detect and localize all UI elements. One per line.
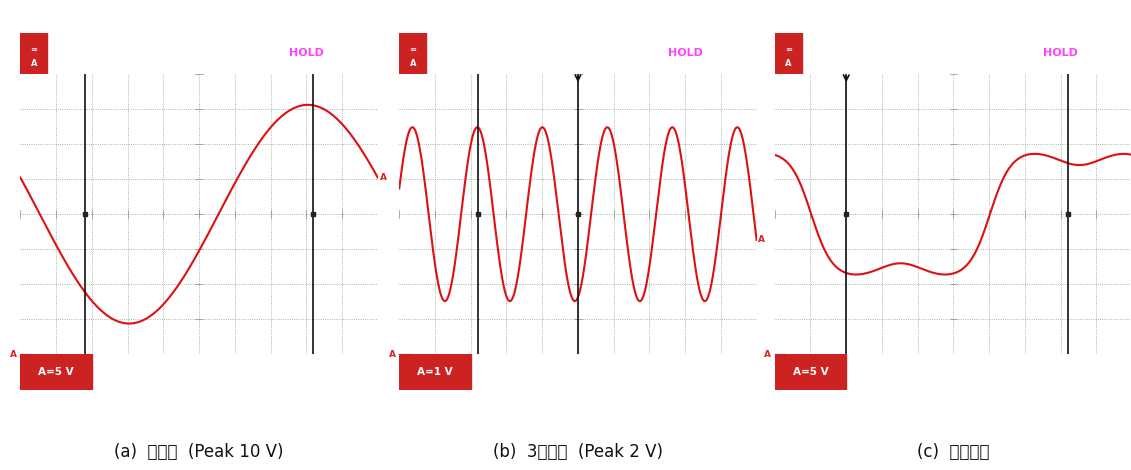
Bar [399,354,470,390]
Text: T: T [175,59,180,65]
Text: (a)  기본파  (Peak 10 V): (a) 기본파 (Peak 10 V) [114,443,284,461]
Text: ⊤: ⊤ [929,42,935,48]
Text: A: A [765,350,771,359]
Text: 2ns Trig: AJ: 2ns Trig: AJ [964,367,1029,377]
Text: -0.1 V: -0.1 V [78,48,118,58]
Text: 1664ms: 1664ms [972,48,1012,58]
Text: ⊤: ⊤ [174,42,181,48]
Text: HOLD: HOLD [667,48,702,58]
Text: A: A [409,59,416,68]
Text: A=5 V: A=5 V [793,367,828,377]
Text: HOLD: HOLD [1043,48,1078,58]
Bar [20,33,48,74]
Text: 2ns Trig: AJ: 2ns Trig: AJ [588,367,654,377]
Text: ◄►: ◄► [735,50,746,56]
Text: ≡: ≡ [785,45,792,54]
Text: A: A [785,59,792,68]
Bar [399,33,426,74]
Text: 0.02 V: 0.02 V [457,48,497,58]
Text: T: T [554,59,559,65]
Text: ⊤: ⊤ [553,42,560,48]
Text: A: A [10,350,17,359]
Text: 5.520ms: 5.520ms [596,48,644,58]
Text: A=1 V: A=1 V [417,367,452,377]
Text: ≡: ≡ [409,45,416,54]
Text: (c)  이상상태: (c) 이상상태 [917,443,990,461]
Text: A: A [759,235,766,244]
Text: A=5 V: A=5 V [38,367,74,377]
Text: 2ms Trig: AJ: 2ms Trig: AJ [207,367,277,377]
Text: ◄►: ◄► [1111,50,1122,56]
Text: T: T [930,59,934,65]
Text: A: A [31,59,37,68]
Text: ◄►: ◄► [356,50,368,56]
Text: HOLD: HOLD [288,48,323,58]
Text: A: A [389,350,396,359]
Bar [775,354,846,390]
Text: A: A [380,173,387,182]
Text: ≡: ≡ [31,45,37,54]
Bar [20,354,92,390]
Text: (b)  3고조파  (Peak 2 V): (b) 3고조파 (Peak 2 V) [493,443,663,461]
Text: 0.0 V: 0.0 V [832,48,865,58]
Bar [775,33,802,74]
Text: 16.72ms: 16.72ms [217,48,265,58]
